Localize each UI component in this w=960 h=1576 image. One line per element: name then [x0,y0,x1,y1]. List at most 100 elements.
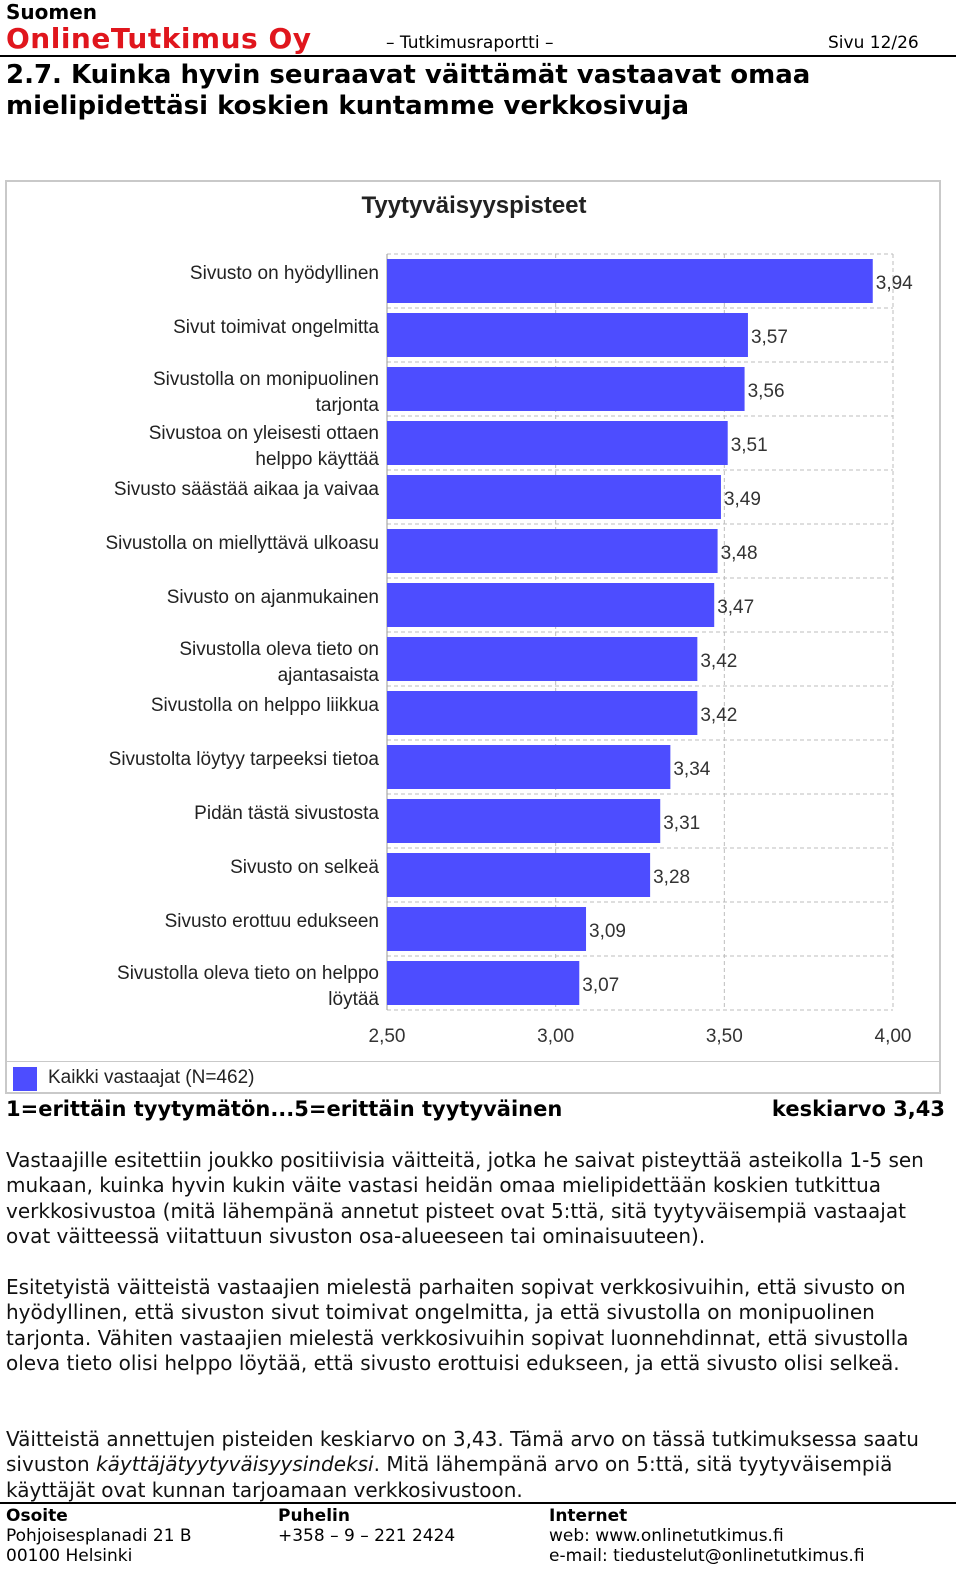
page-number: Sivu 12/26 [828,33,919,53]
category-label: Sivustoa on yleisesti ottaen helppo käytt… [149,423,380,470]
value-label: 3,56 [748,381,785,402]
footer-phone-number: +358 – 9 – 221 2424 [278,1526,456,1546]
footer-internet-heading: Internet [549,1506,628,1526]
category-label-line: Sivusto on ajanmukainen [167,587,379,608]
value-label: 3,34 [673,759,710,780]
bar [387,961,580,1005]
footer-address: Osoite Pohjoisesplanadi 21 B 00100 Helsi… [6,1506,192,1566]
paragraph-index-text-b: . Mitä lähempänä arvo on 5:ttä, sitä tyy… [6,1452,893,1502]
value-label: 3,28 [653,867,690,888]
report-label: – Tutkimusraportti – [386,33,554,53]
bar [387,853,651,897]
bar [387,907,587,951]
paragraph-index-text-a: Väitteistä annettujen pisteiden keskiarv… [6,1427,919,1477]
category-label: Sivut toimivat ongelmitta [173,317,379,338]
category-label: Sivustolla on helppo liikkua [151,695,380,716]
value-label: 3,57 [751,327,788,348]
value-label: 3,49 [724,489,761,510]
chart-x-axis: 2,50 3,00 3,50 4,00 [369,1026,912,1047]
chart-grid [386,253,894,1011]
value-label: 3,94 [876,273,913,294]
footer-phone-heading: Puhelin [278,1506,350,1526]
paragraph-index-term: käyttäjätyytyväisyysindeksi [96,1452,374,1477]
category-label-line: Sivustolla oleva tieto on helppo [117,963,379,984]
paragraph-findings: Esitetyistä väitteistä vastaajien mieles… [6,1275,909,1376]
category-label-line: löytää [328,989,379,1010]
footer-web-link[interactable]: web: www.onlinetutkimus.fi [549,1526,784,1546]
category-label: Sivusto säästää aikaa ja vaivaa [114,479,380,500]
value-label: 3,07 [582,975,619,996]
category-label-line: Sivusto on hyödyllinen [190,263,379,284]
value-label: 3,09 [589,921,626,942]
value-label: 3,31 [663,813,700,834]
category-label: Sivustolta löytyy tarpeeksi tietoa [109,749,380,770]
footer-address-street: Pohjoisesplanadi 21 B [6,1526,192,1546]
bar [387,529,718,573]
bar [387,367,745,411]
category-label-line: Sivut toimivat ongelmitta [173,317,379,338]
bar [387,745,671,789]
bar [387,421,728,465]
category-label-line: Sivusto erottuu edukseen [165,911,379,932]
category-label: Sivusto on selkeä [230,857,379,878]
category-label-line: Sivustoa on yleisesti ottaen [149,423,379,444]
category-label-line: tarjonta [316,395,380,416]
bar [387,313,748,357]
legend-swatch [13,1067,37,1091]
value-label: 3,47 [717,597,754,618]
category-label-line: Sivustolla on miellyttävä ulkoasu [105,533,379,554]
category-label-line: Sivustolla oleva tieto on [179,639,379,660]
bar [387,691,698,735]
value-label: 3,42 [700,651,737,672]
category-label-line: helppo käyttää [255,449,379,470]
value-label: 3,48 [721,543,758,564]
company-name-top: Suomen [6,0,98,24]
legend-label: Kaikki vastaajat (N=462) [48,1067,255,1088]
value-label: 3,51 [731,435,768,456]
category-label-line: Sivustolla on monipuolinen [153,369,379,390]
bar [387,583,715,627]
x-tick-label: 4,00 [875,1026,912,1047]
x-tick-label: 3,00 [537,1026,574,1047]
company-name: OnlineTutkimus Oy [6,22,312,55]
footer-address-city: 00100 Helsinki [6,1546,133,1566]
bar [387,637,698,681]
footer-internet: Internet web: www.onlinetutkimus.fi e-ma… [549,1506,865,1566]
paragraph-index: Väitteistä annettujen pisteiden keskiarv… [6,1427,951,1503]
mean-value: keskiarvo 3,43 [771,1097,945,1121]
satisfaction-bar-chart: Tyytyväisyyspisteet Sivusto on hyödyllin… [105,192,913,1047]
paragraph-method: Vastaajille esitettiin joukko positiivis… [6,1148,924,1249]
section-title: 2.7. Kuinka hyvin seuraavat väittämät va… [6,60,811,121]
category-label: Sivustolla oleva tieto on ajantasaista [179,639,379,686]
category-label-line: Sivustolta löytyy tarpeeksi tietoa [109,749,380,770]
category-label: Sivusto on hyödyllinen [190,263,379,284]
category-label-line: Sivustolla on helppo liikkua [151,695,380,716]
value-label: 3,42 [700,705,737,726]
category-label: Sivustolla on miellyttävä ulkoasu [105,533,379,554]
x-tick-label: 3,50 [706,1026,743,1047]
category-label-line: Sivusto on selkeä [230,857,379,878]
x-tick-label: 2,50 [369,1026,406,1047]
scale-description: 1=erittäin tyytymätön...5=erittäin tyyty… [6,1097,563,1121]
chart-value-labels: 3,94 3,57 3,56 3,51 3,49 3,48 3,47 3,42 3,42 3,34… [582,273,913,996]
header-divider [0,55,956,57]
chart-bars [387,259,873,1005]
legend-divider [7,1061,939,1062]
category-label: Sivusto erottuu edukseen [165,911,379,932]
footer-divider [0,1502,956,1504]
chart-category-labels: Sivusto on hyödyllinen Sivut toimivat ong… [105,263,379,1010]
category-label: Sivusto on ajanmukainen [167,587,379,608]
category-label: Sivustolla oleva tieto on helppo löytää [117,963,379,1010]
category-label: Pidän tästä sivustosta [194,803,379,824]
bar [387,799,661,843]
bar [387,475,721,519]
footer-phone: Puhelin +358 – 9 – 221 2424 [278,1506,455,1546]
category-label-line: ajantasaista [278,665,380,686]
category-label: Sivustolla on monipuolinen tarjonta [153,369,379,416]
category-label-line: Sivusto säästää aikaa ja vaivaa [114,479,380,500]
bar [387,259,873,303]
chart-title: Tyytyväisyyspisteet [361,192,586,219]
footer-email-link[interactable]: e-mail: tiedustelut@onlinetutkimus.fi [549,1546,865,1566]
footer-address-heading: Osoite [6,1506,68,1526]
category-label-line: Pidän tästä sivustosta [194,803,379,824]
